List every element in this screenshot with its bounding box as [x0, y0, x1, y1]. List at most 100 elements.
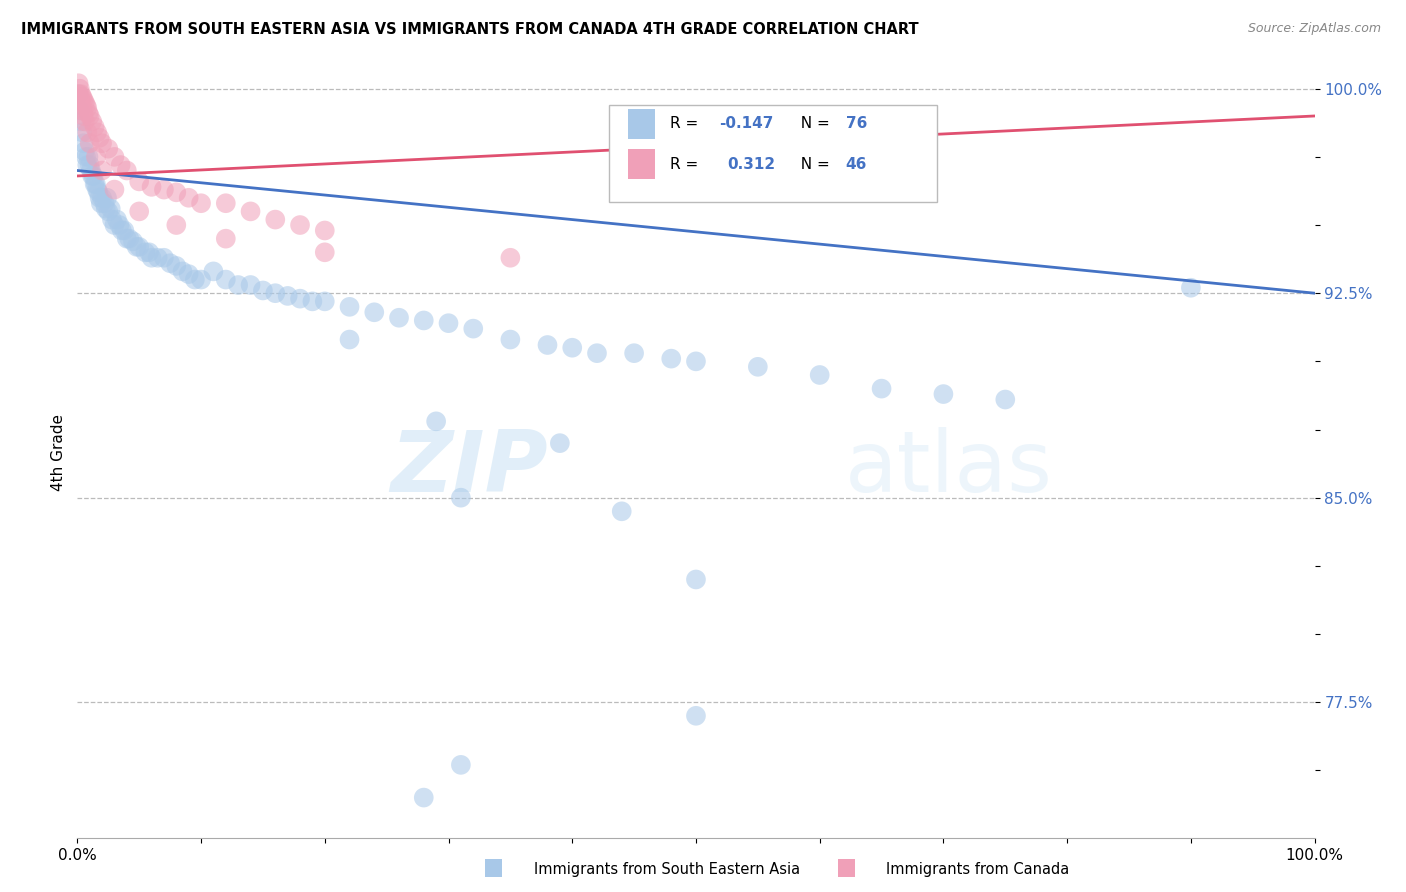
Point	[264, 286, 287, 301]
Point	[159, 256, 181, 270]
Point	[75, 98, 97, 112]
Point	[623, 346, 645, 360]
Point	[72, 136, 94, 151]
Point	[108, 218, 131, 232]
Point	[184, 272, 207, 286]
Point	[115, 232, 138, 246]
Point	[463, 321, 485, 335]
Point	[103, 150, 125, 164]
Point	[412, 313, 434, 327]
Y-axis label: 4th Grade: 4th Grade	[51, 414, 66, 491]
Point	[72, 90, 94, 104]
Point	[73, 95, 96, 110]
Point	[110, 158, 132, 172]
Point	[70, 98, 93, 112]
Point	[177, 191, 200, 205]
Text: N =: N =	[792, 157, 835, 171]
Point	[314, 223, 336, 237]
Point	[153, 251, 176, 265]
Point	[75, 150, 97, 164]
Point	[1180, 281, 1202, 295]
Point	[277, 289, 299, 303]
Point	[73, 145, 96, 159]
Point	[67, 87, 90, 102]
Point	[91, 191, 114, 205]
Point	[252, 284, 274, 298]
Point	[79, 109, 101, 123]
Text: Source: ZipAtlas.com: Source: ZipAtlas.com	[1247, 22, 1381, 36]
Point	[339, 300, 361, 314]
Point	[190, 272, 212, 286]
Point	[165, 259, 187, 273]
Point	[128, 204, 150, 219]
Point	[87, 186, 110, 200]
Point	[177, 267, 200, 281]
Point	[450, 757, 472, 772]
Point	[67, 76, 90, 90]
FancyBboxPatch shape	[628, 110, 655, 138]
Point	[82, 169, 104, 183]
Point	[412, 790, 434, 805]
Point	[165, 186, 187, 200]
Point	[83, 177, 105, 191]
Point	[932, 387, 955, 401]
Point	[86, 183, 108, 197]
Point	[94, 202, 117, 216]
Point	[153, 183, 176, 197]
Point	[115, 163, 138, 178]
Point	[685, 573, 707, 587]
Point	[105, 212, 128, 227]
Text: atlas: atlas	[845, 426, 1053, 509]
Point	[80, 163, 103, 178]
Point	[72, 109, 94, 123]
Point	[93, 196, 115, 211]
Text: 76: 76	[845, 117, 868, 131]
Point	[76, 101, 98, 115]
Text: R =: R =	[671, 157, 709, 171]
Point	[82, 114, 104, 128]
Point	[69, 81, 91, 95]
Point	[70, 87, 93, 102]
Point	[77, 150, 100, 164]
Point	[84, 177, 107, 191]
Point	[239, 278, 262, 293]
FancyBboxPatch shape	[628, 150, 655, 178]
Text: Immigrants from Canada: Immigrants from Canada	[886, 863, 1069, 877]
Point	[339, 333, 361, 347]
Point	[77, 106, 100, 120]
Point	[84, 150, 107, 164]
Point	[808, 368, 831, 382]
Point	[747, 359, 769, 374]
Point	[86, 125, 108, 139]
Point	[67, 87, 90, 102]
Point	[548, 436, 571, 450]
Point	[659, 351, 682, 366]
Point	[499, 333, 522, 347]
Point	[425, 414, 447, 428]
Point	[100, 202, 122, 216]
Point	[72, 125, 94, 139]
Point	[72, 93, 94, 107]
Point	[122, 235, 145, 249]
Point	[226, 278, 249, 293]
Text: ZIP: ZIP	[389, 426, 547, 509]
Point	[138, 245, 160, 260]
Point	[103, 218, 125, 232]
Text: 46: 46	[845, 157, 868, 171]
Point	[125, 240, 148, 254]
Point	[128, 174, 150, 188]
Point	[73, 114, 96, 128]
Point	[128, 240, 150, 254]
Point	[264, 212, 287, 227]
Point	[69, 93, 91, 107]
Point	[314, 294, 336, 309]
Point	[76, 125, 98, 139]
Point	[437, 316, 460, 330]
Point	[79, 136, 101, 151]
Point	[288, 292, 311, 306]
Point	[561, 341, 583, 355]
Point	[118, 232, 141, 246]
Point	[610, 504, 633, 518]
Point	[141, 251, 163, 265]
Point	[97, 204, 120, 219]
